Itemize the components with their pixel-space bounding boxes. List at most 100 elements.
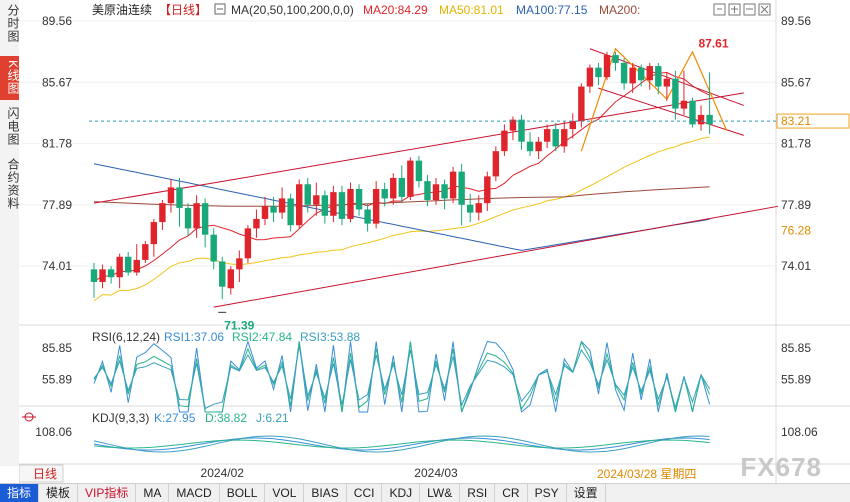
price-tick-right: 89.56 [781, 14, 811, 28]
candle-body [543, 129, 551, 142]
period-button-bg [19, 464, 64, 483]
rsi1-value: RSI1:37.06 [164, 330, 224, 344]
candle-body [449, 171, 457, 199]
ma100-value: MA100:77.15 [516, 3, 588, 17]
tab-kline[interactable]: K线图 [0, 56, 20, 100]
period-tag: 【日线】 [159, 3, 207, 17]
period-button[interactable]: 日线 [33, 467, 57, 481]
kdj-k-line [93, 437, 710, 451]
price-tick-right: 85.67 [781, 75, 811, 89]
tab-flash[interactable]: 闪电图 [6, 106, 20, 146]
candle-body [680, 100, 688, 109]
tab-vol[interactable]: VOL [265, 484, 305, 502]
ma50-value: MA50:81.01 [439, 3, 504, 17]
kdj-k-value: K:27.95 [154, 411, 196, 425]
candle-body [484, 176, 491, 204]
zoom-out-icon[interactable] [743, 3, 756, 16]
price-tick-left: 77.89 [42, 198, 72, 212]
price-tick-left: 81.78 [42, 137, 72, 151]
tab-cci[interactable]: CCI [347, 484, 383, 502]
candle-body [535, 141, 542, 152]
tab-rsi[interactable]: RSI [460, 484, 496, 502]
close-icon[interactable] [758, 3, 771, 16]
candle-body [210, 234, 217, 262]
candle-body [612, 55, 619, 63]
kline-chart[interactable]: 美原油连续 【日线】 MA(20,50,100,200,0,0) MA20:84… [19, 0, 850, 483]
candle-body [672, 78, 679, 109]
candle-body [620, 62, 628, 84]
tab-boll[interactable]: BOLL [220, 484, 266, 502]
candle-body [150, 222, 158, 245]
candle-body [492, 151, 500, 177]
candle-body [90, 269, 98, 282]
rsi3-value: RSI3:53.88 [300, 330, 360, 344]
left-tab-bar: 分时图 K线图 闪电图 合约资料 [0, 0, 20, 466]
candle-body [526, 141, 534, 152]
ma-params: MA(20,50,100,200,0,0) [231, 3, 354, 17]
chart-background [19, 0, 850, 483]
current-price-box [776, 113, 850, 129]
candle-body [501, 130, 508, 152]
high-label: 87.61 [699, 37, 729, 51]
candle-body [125, 256, 132, 273]
candle-body [424, 181, 431, 201]
candle-body [697, 114, 705, 125]
price-tick-right: 74.01 [781, 259, 811, 273]
candle-body [586, 67, 594, 87]
candle-body [347, 188, 354, 219]
settings-icon[interactable] [214, 3, 226, 15]
candle-body [184, 207, 192, 229]
ma20-value: MA20:84.29 [363, 3, 428, 17]
date-axis: 2024/02 2024/03 [201, 466, 458, 480]
watermark: FX678 [740, 452, 822, 482]
candle-body [167, 187, 175, 204]
tab-macd[interactable]: MACD [169, 484, 220, 502]
tab-vip-indicators[interactable]: VIP指标 [78, 484, 137, 502]
ma-right-label: 76.28 [781, 223, 811, 237]
zoom-in-icon[interactable] [728, 3, 741, 16]
candle-body [201, 203, 209, 235]
price-tick-right: 81.78 [781, 137, 811, 151]
tab-timeshare[interactable]: 分时图 [6, 3, 20, 43]
price-tick-left: 74.01 [42, 259, 72, 273]
candle-body [116, 256, 123, 278]
candle-body [603, 55, 611, 78]
pin-icon[interactable] [713, 3, 726, 16]
kdj-d-value: D:38.82 [205, 411, 247, 425]
flag-lower-line [598, 87, 744, 136]
date-tick: 2024/03 [414, 466, 458, 480]
tab-ma[interactable]: MA [136, 484, 170, 502]
candle-body [706, 114, 713, 125]
cursor-date-label: 2024/03/28 星期四 [597, 467, 696, 481]
tab-cr[interactable]: CR [495, 484, 528, 502]
kdj-tick-right: 108.06 [781, 425, 818, 439]
rsi3-line [93, 345, 711, 410]
kdj-j-line [93, 435, 710, 453]
candle-body [381, 188, 388, 199]
tab-contract-info[interactable]: 合约资料 [6, 158, 20, 210]
tab-kdj[interactable]: KDJ [382, 484, 421, 502]
ma100-line [93, 163, 710, 251]
candle-body [133, 259, 140, 273]
rsi-tick-left: 85.85 [42, 341, 72, 355]
tab-lw[interactable]: LW& [420, 484, 461, 502]
tab-psy[interactable]: PSY [528, 484, 567, 502]
candle-body [638, 67, 645, 81]
current-price-label: 83.21 [781, 114, 811, 128]
kdj-settings-icon[interactable] [22, 412, 36, 422]
tab-settings[interactable]: 设置 [567, 484, 606, 502]
candle-body [509, 119, 517, 131]
candle-body [475, 203, 482, 213]
rsi1-line [93, 339, 711, 413]
tab-indicators[interactable]: 指标 [0, 484, 40, 502]
rsi-tick-right: 85.85 [781, 341, 811, 355]
channel-lower-line [213, 205, 779, 308]
price-tick-right: 77.89 [781, 198, 811, 212]
date-tick: 2024/02 [201, 466, 245, 480]
tab-bias[interactable]: BIAS [304, 484, 347, 502]
tab-templates[interactable]: 模板 [39, 484, 79, 502]
candle-body [219, 261, 226, 287]
candle-body [330, 192, 337, 216]
candle-body [364, 209, 371, 224]
candle-body [278, 198, 286, 213]
